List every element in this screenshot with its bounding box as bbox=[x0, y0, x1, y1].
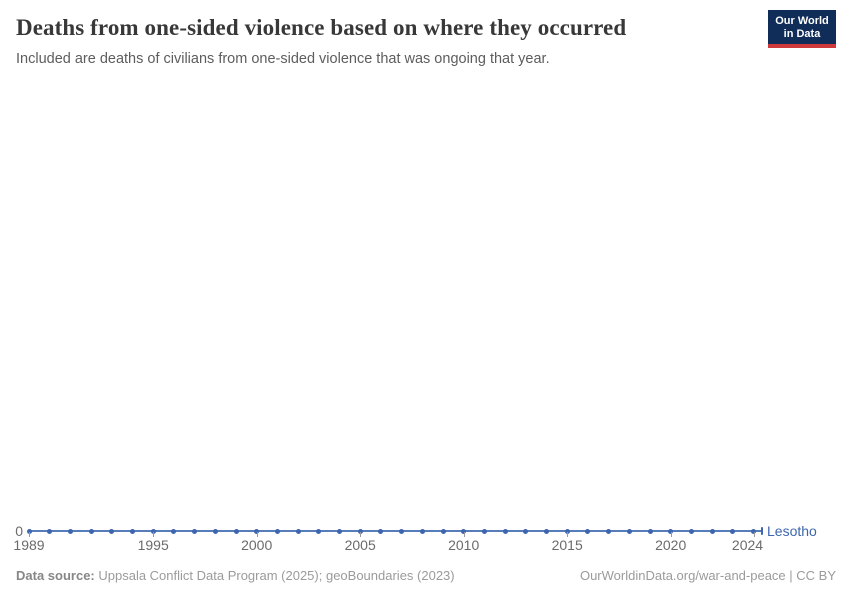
line-end-marker bbox=[761, 527, 763, 535]
data-point-2008[interactable] bbox=[419, 528, 425, 534]
x-axis-tick-2010 bbox=[463, 532, 465, 537]
data-point-2002[interactable] bbox=[295, 528, 301, 534]
data-point-2017[interactable] bbox=[606, 528, 612, 534]
x-axis-label-2024: 2024 bbox=[731, 537, 764, 553]
x-axis-label-2020: 2020 bbox=[655, 537, 687, 553]
data-source-note: Data source: Uppsala Conflict Data Progr… bbox=[16, 568, 455, 584]
data-point-2010[interactable] bbox=[461, 528, 467, 534]
x-axis-tick-2015 bbox=[567, 532, 569, 537]
owid-logo-red-bar bbox=[768, 44, 836, 48]
data-point-1999[interactable] bbox=[233, 528, 239, 534]
data-point-2022[interactable] bbox=[709, 528, 715, 534]
data-point-2007[interactable] bbox=[399, 528, 405, 534]
data-point-2005[interactable] bbox=[357, 528, 363, 534]
line-series-lesotho[interactable] bbox=[29, 530, 762, 532]
data-source-label: Data source: bbox=[16, 568, 95, 583]
data-point-2001[interactable] bbox=[274, 528, 280, 534]
data-point-2013[interactable] bbox=[523, 528, 529, 534]
data-point-2014[interactable] bbox=[544, 528, 549, 534]
data-point-1992[interactable] bbox=[88, 528, 94, 534]
x-axis-tick-2020 bbox=[670, 532, 672, 537]
data-point-1995[interactable] bbox=[150, 528, 156, 534]
chart-footer: Data source: Uppsala Conflict Data Progr… bbox=[16, 568, 836, 584]
owid-logo[interactable]: Our World in Data bbox=[768, 10, 836, 48]
chart-subtitle: Included are deaths of civilians from on… bbox=[16, 51, 550, 67]
data-point-2024[interactable] bbox=[751, 528, 756, 534]
entity-label-lesotho[interactable]: Lesotho bbox=[767, 523, 817, 539]
data-point-2019[interactable] bbox=[647, 528, 653, 534]
data-point-2016[interactable] bbox=[585, 528, 591, 534]
data-point-2021[interactable] bbox=[688, 528, 694, 534]
chart-title: Deaths from one-sided violence based on … bbox=[16, 15, 627, 40]
x-axis-label-2005: 2005 bbox=[344, 537, 376, 553]
data-point-2012[interactable] bbox=[502, 528, 508, 534]
data-point-1990[interactable] bbox=[47, 528, 53, 534]
data-point-1998[interactable] bbox=[212, 528, 218, 534]
x-axis-label-2010: 2010 bbox=[448, 537, 480, 553]
data-point-1996[interactable] bbox=[171, 528, 177, 534]
data-source-text: Uppsala Conflict Data Program (2025); ge… bbox=[94, 568, 455, 583]
data-point-2000[interactable] bbox=[254, 528, 260, 534]
x-axis-label-2000: 2000 bbox=[241, 537, 273, 553]
data-point-2009[interactable] bbox=[440, 528, 446, 534]
data-point-1991[interactable] bbox=[67, 528, 73, 534]
data-point-2023[interactable] bbox=[730, 528, 736, 534]
x-axis-label-1989: 1989 bbox=[13, 537, 45, 553]
y-axis-zero-label: 0 bbox=[15, 523, 23, 539]
x-axis-label-1995: 1995 bbox=[137, 537, 169, 553]
data-point-2020[interactable] bbox=[668, 528, 674, 534]
x-axis-tick-1995 bbox=[153, 532, 155, 537]
data-point-1989[interactable] bbox=[26, 528, 32, 534]
data-point-2018[interactable] bbox=[626, 528, 632, 534]
x-axis-tick-2000 bbox=[256, 532, 258, 537]
x-axis-label-2015: 2015 bbox=[551, 537, 583, 553]
x-axis-tick-1989 bbox=[29, 532, 30, 537]
data-point-2015[interactable] bbox=[564, 528, 570, 534]
data-point-2011[interactable] bbox=[481, 528, 487, 534]
data-point-2004[interactable] bbox=[337, 528, 342, 534]
owid-logo-line1: Our World bbox=[775, 15, 829, 27]
data-point-2003[interactable] bbox=[316, 528, 322, 534]
data-point-1994[interactable] bbox=[130, 528, 135, 534]
owid-url-license[interactable]: OurWorldinData.org/war-and-peace | CC BY bbox=[579, 568, 836, 583]
data-point-2006[interactable] bbox=[378, 528, 384, 534]
data-point-1997[interactable] bbox=[192, 528, 198, 534]
owid-logo-text: Our World in Data bbox=[768, 10, 836, 44]
x-axis-tick-2005 bbox=[360, 532, 362, 537]
owid-logo-line2: in Data bbox=[783, 28, 821, 40]
x-axis-tick-2024 bbox=[753, 532, 755, 537]
data-point-1993[interactable] bbox=[109, 528, 115, 534]
